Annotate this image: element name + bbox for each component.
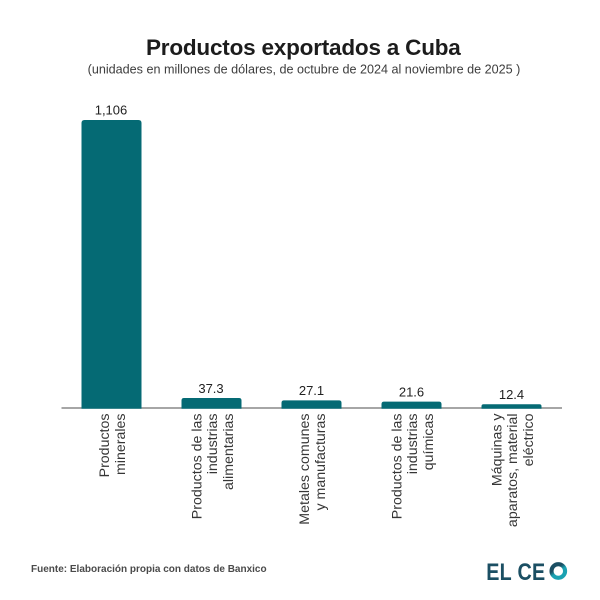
svg-text:1,106: 1,106 — [95, 102, 128, 117]
svg-text:minerales: minerales — [113, 414, 129, 476]
svg-text:aparatos, material: aparatos, material — [505, 414, 521, 528]
svg-text:industrias: industrias — [205, 414, 221, 475]
svg-text:12.4: 12.4 — [499, 387, 524, 402]
svg-text:eléctrico: eléctrico — [521, 413, 537, 466]
svg-text:Productos: Productos — [97, 414, 113, 478]
svg-text:21.6: 21.6 — [399, 384, 424, 399]
svg-text:y manufacturas: y manufacturas — [313, 414, 329, 511]
svg-text:27.1: 27.1 — [299, 383, 324, 398]
svg-text:EL CE: EL CE — [486, 558, 545, 585]
svg-text:Fuente: Elaboración propia con: Fuente: Elaboración propia con datos de … — [31, 564, 267, 575]
svg-text:37.3: 37.3 — [198, 381, 223, 396]
svg-text:alimentarias: alimentarias — [221, 414, 237, 491]
svg-text:(unidades en millones de dólar: (unidades en millones de dólares, de oct… — [88, 62, 521, 76]
svg-text:industrias: industrias — [405, 414, 421, 475]
svg-text:Máquinas y: Máquinas y — [489, 413, 505, 486]
svg-text:Metales comunes: Metales comunes — [297, 414, 313, 525]
svg-text:químicas: químicas — [421, 414, 437, 471]
svg-text:Productos exportados a Cuba: Productos exportados a Cuba — [146, 35, 461, 60]
svg-text:Productos de las: Productos de las — [389, 414, 405, 520]
svg-text:Productos de las: Productos de las — [189, 414, 205, 520]
